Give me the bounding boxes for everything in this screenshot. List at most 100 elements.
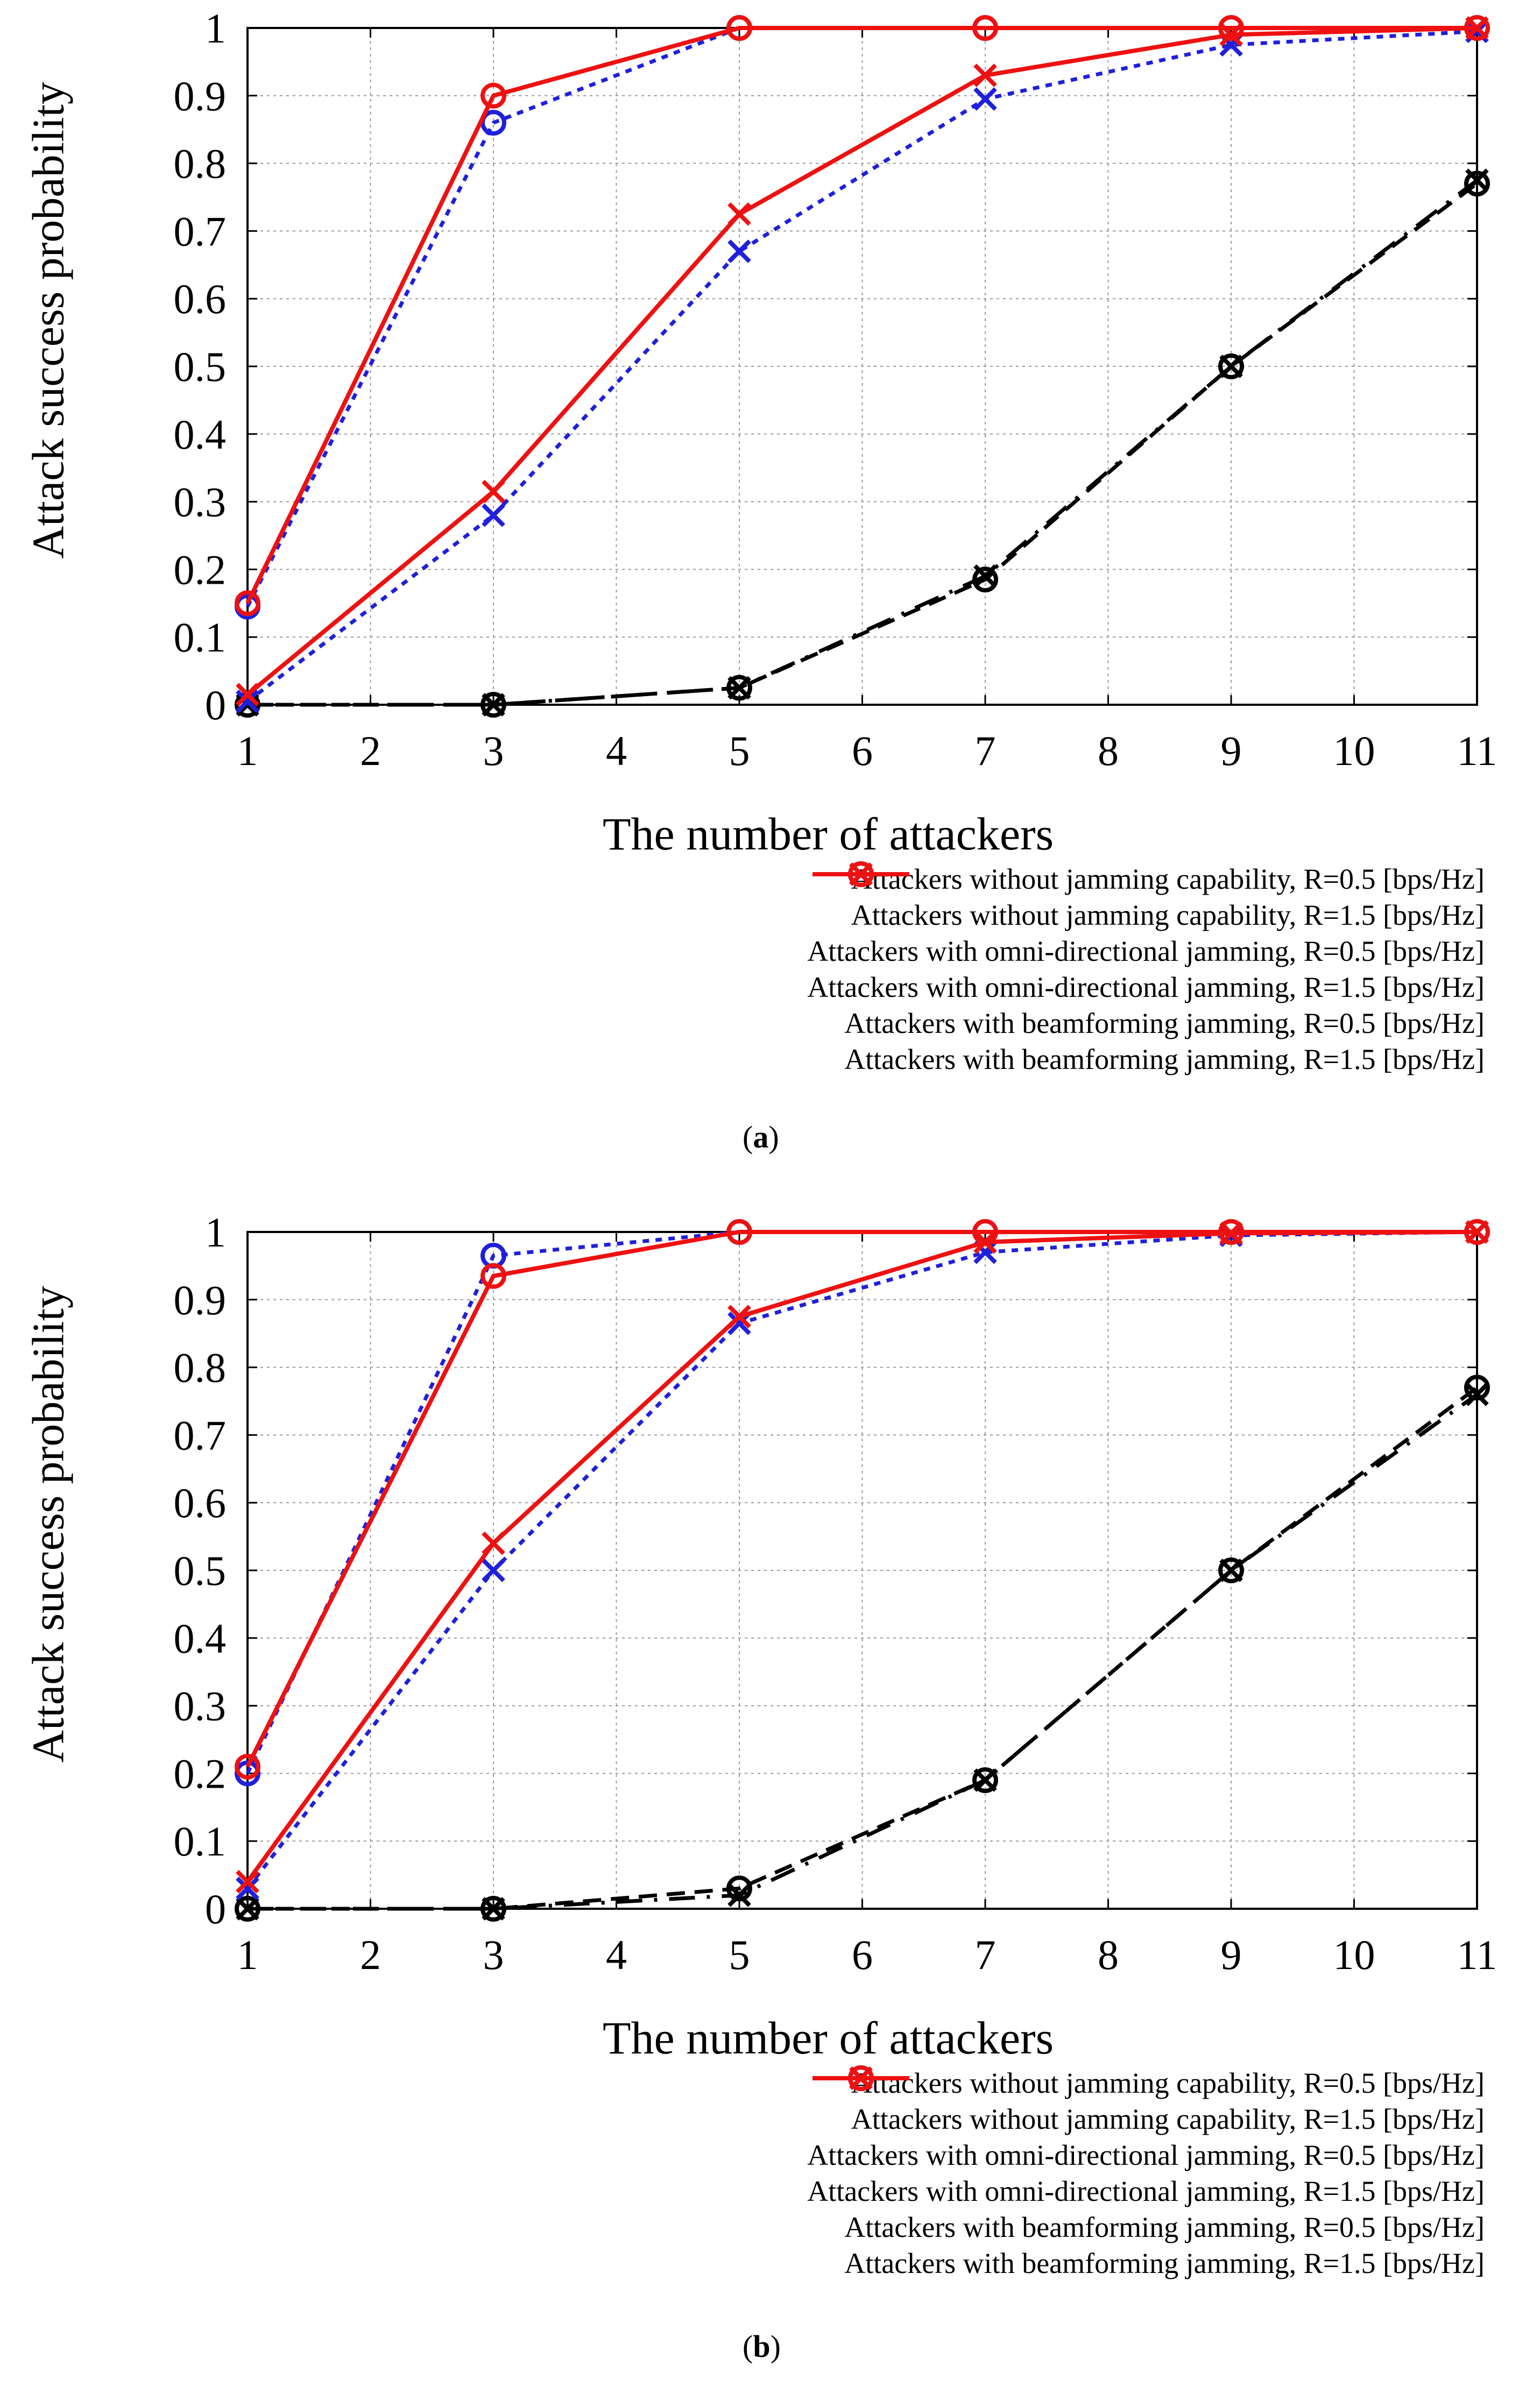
y-tick-label: 0.3 bbox=[174, 1683, 227, 1730]
data-point bbox=[972, 1219, 998, 1245]
legend-label: Attackers without jamming capability, R=… bbox=[851, 2066, 1485, 2099]
y-tick-label: 0.8 bbox=[174, 1344, 227, 1391]
data-point bbox=[1218, 353, 1244, 379]
data-point bbox=[972, 15, 998, 41]
data-point bbox=[236, 683, 259, 706]
data-point bbox=[727, 202, 751, 226]
data-point bbox=[1464, 1375, 1490, 1401]
y-tick-label: 0 bbox=[205, 1886, 226, 1932]
data-point bbox=[1218, 1219, 1244, 1245]
series-line bbox=[248, 1386, 1479, 1911]
x-tick-label: 8 bbox=[1098, 727, 1119, 774]
data-point bbox=[481, 82, 506, 109]
data-point bbox=[235, 1753, 260, 1780]
legend-swatch bbox=[813, 2065, 910, 2091]
legend-label: Attackers with beamforming jamming, R=1.… bbox=[844, 1043, 1485, 1075]
y-tick-label: 0.7 bbox=[174, 208, 227, 254]
series-line bbox=[245, 26, 1477, 605]
series-line bbox=[245, 1230, 1477, 1768]
x-tick-label: 5 bbox=[729, 1931, 750, 1978]
x-tick-label: 1 bbox=[237, 1931, 258, 1978]
data-point bbox=[482, 1559, 505, 1582]
y-tick-label: 0.1 bbox=[174, 614, 227, 661]
y-tick-label: 0.1 bbox=[174, 1818, 227, 1865]
legend-label: Attackers without jamming capability, R=… bbox=[851, 898, 1485, 931]
x-axis-label: The number of attackers bbox=[603, 2012, 1054, 2064]
legend: Attackers without jamming capability, R=… bbox=[807, 861, 1497, 1077]
data-point bbox=[481, 692, 506, 718]
legend: Attackers without jamming capability, R=… bbox=[807, 2065, 1497, 2281]
legend-entry: Attackers with beamforming jamming, R=0.… bbox=[807, 2066, 1497, 2245]
legend-entry: Attackers without jamming capability, R=… bbox=[807, 2065, 1497, 2137]
y-tick-label: 1 bbox=[205, 5, 226, 52]
x-axis-label: The number of attackers bbox=[603, 808, 1054, 860]
data-point bbox=[235, 590, 260, 617]
data-point bbox=[727, 1883, 751, 1907]
legend-marker bbox=[848, 2065, 874, 2091]
legend-label: Attackers with omni-directional jamming,… bbox=[807, 2175, 1485, 2207]
y-tick-label: 0.3 bbox=[174, 479, 227, 526]
legend-entry: Attackers without jamming capability, R=… bbox=[807, 861, 1497, 933]
series-line bbox=[246, 26, 1478, 697]
legend-label: Attackers with beamforming jamming, R=0.… bbox=[844, 1007, 1485, 1039]
data-point bbox=[1464, 171, 1490, 197]
series-5 bbox=[235, 1219, 1490, 1780]
data-point bbox=[482, 1531, 505, 1555]
data-point bbox=[236, 689, 259, 713]
x-tick-label: 2 bbox=[360, 727, 381, 774]
legend-entry: Attackers with beamforming jamming, R=1.… bbox=[807, 2065, 1497, 2281]
y-axis-label: Attack success probability bbox=[23, 1286, 74, 1763]
legend-marker bbox=[848, 861, 874, 887]
legend-label: Attackers with beamforming jamming, R=1.… bbox=[844, 2247, 1485, 2279]
legend-label: Attackers with omni-directional jamming,… bbox=[807, 934, 1485, 967]
legend-swatch bbox=[813, 861, 910, 887]
y-tick-label: 0.9 bbox=[174, 1277, 227, 1323]
series-line bbox=[245, 26, 1477, 608]
y-axis-label: Attack success probability bbox=[23, 82, 74, 559]
chart-a-svg: 1 2 3 4 5 6 7 8 9 10 11 0 0.1 0.2 0.3 0.4 0.5 0.6 0.7 0.8 0.… bbox=[174, 5, 1497, 774]
data-point bbox=[727, 239, 751, 263]
data-point bbox=[482, 503, 505, 527]
data-point bbox=[972, 1767, 998, 1793]
series-5 bbox=[235, 15, 1490, 617]
caption-letter: a bbox=[753, 1120, 769, 1155]
x-tick-label: 7 bbox=[975, 1931, 996, 1978]
legend-label: Attackers with omni-directional jamming,… bbox=[807, 971, 1485, 1003]
data-point bbox=[236, 1876, 259, 1901]
data-point bbox=[1465, 1383, 1489, 1406]
data-point bbox=[726, 675, 752, 701]
y-tick-label: 0 bbox=[205, 682, 226, 728]
x-tick-label: 11 bbox=[1457, 727, 1497, 774]
data-point bbox=[481, 1896, 506, 1922]
series-line bbox=[246, 29, 1478, 703]
data-point bbox=[481, 1263, 506, 1289]
data-point bbox=[1464, 15, 1490, 41]
x-tick-label: 4 bbox=[606, 1931, 627, 1978]
x-tick-label: 1 bbox=[237, 727, 258, 774]
x-tick-label: 6 bbox=[852, 1931, 873, 1978]
legend-label: Attackers without jamming capability, R=… bbox=[851, 2102, 1485, 2135]
x-tick-label: 8 bbox=[1098, 1931, 1119, 1978]
data-point bbox=[726, 1875, 752, 1902]
x-tick-label: 6 bbox=[852, 727, 873, 774]
legend-entry: Attackers with omni-directional jamming,… bbox=[807, 861, 1497, 1005]
x-tick-label: 7 bbox=[975, 727, 996, 774]
data-point bbox=[973, 63, 997, 87]
legend-entry: Attackers with omni-directional jamming,… bbox=[807, 862, 1497, 969]
data-point bbox=[236, 1869, 259, 1894]
y-tick-label: 0.6 bbox=[174, 1479, 227, 1526]
legend-entry: Attackers with beamforming jamming, R=0.… bbox=[807, 862, 1497, 1041]
legend-entry: Attackers with omni-directional jamming,… bbox=[807, 2066, 1497, 2173]
chart-panel-a: 1 2 3 4 5 6 7 8 9 10 11 0 0.1 0.2 0.3 0.4 0.5 0.6 0.7 0.8 0.… bbox=[23, 5, 1497, 1155]
y-tick-label: 0.6 bbox=[174, 275, 227, 322]
y-tick-label: 0.2 bbox=[174, 1750, 227, 1797]
caption-letter: b bbox=[753, 2329, 771, 2364]
figure-caption: (a) bbox=[743, 1120, 779, 1155]
x-tick-label: 2 bbox=[360, 1931, 381, 1978]
series-line bbox=[248, 182, 1479, 707]
y-tick-label: 0.5 bbox=[174, 1547, 227, 1594]
y-tick-label: 0.8 bbox=[174, 140, 227, 187]
y-tick-label: 0.5 bbox=[174, 343, 227, 390]
data-point bbox=[726, 15, 752, 41]
data-point bbox=[972, 566, 998, 593]
